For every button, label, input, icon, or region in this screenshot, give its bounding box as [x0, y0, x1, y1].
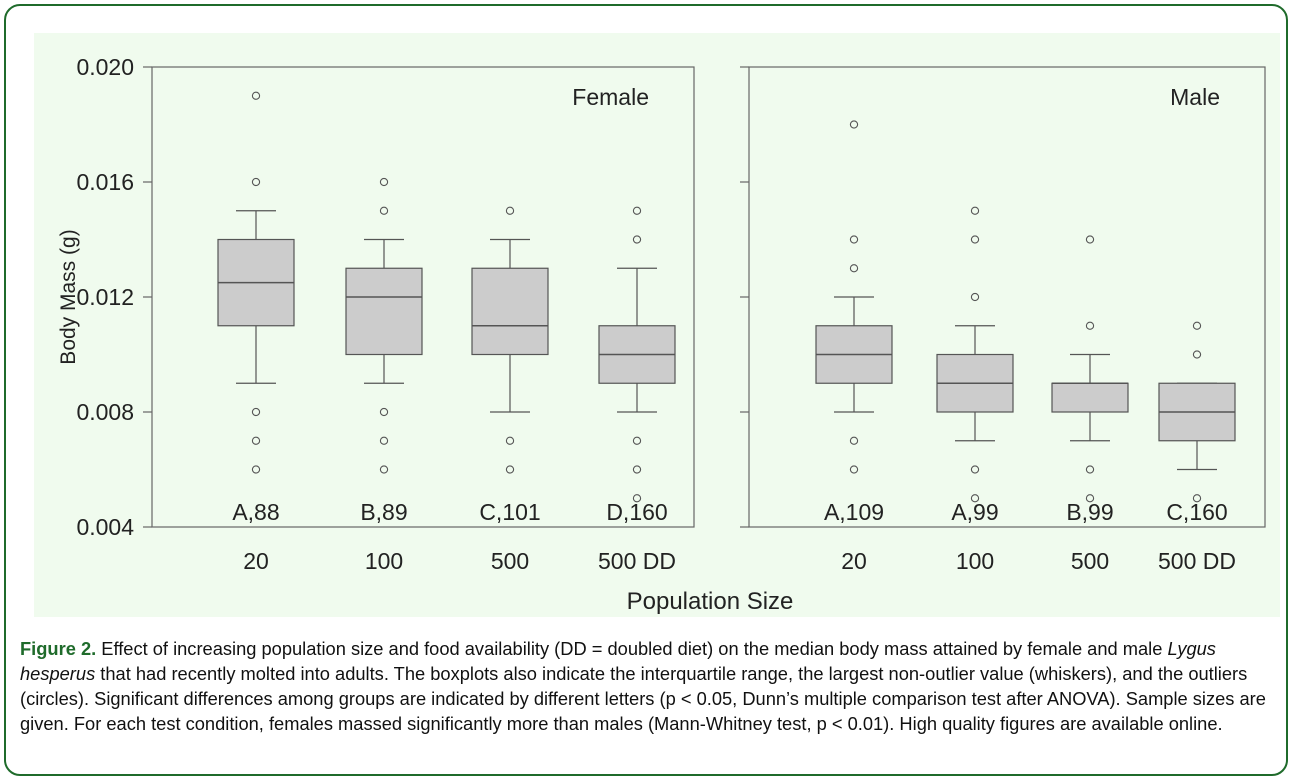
- box-iqr: [345, 267, 423, 356]
- caption-text-1: Effect of increasing population size and…: [96, 638, 1168, 659]
- outlier-point: [632, 436, 642, 445]
- caption-label: Figure 2.: [20, 638, 97, 659]
- outlier-point: [632, 206, 642, 215]
- outlier-point: [970, 465, 980, 474]
- outlier-point: [379, 407, 389, 417]
- group-label: A,88: [232, 499, 279, 525]
- outlier-point: [1192, 494, 1202, 503]
- group-label: C,160: [1166, 499, 1227, 525]
- outlier-point: [849, 465, 859, 474]
- group-label: A,99: [951, 499, 998, 525]
- panel-title: Female: [572, 84, 649, 110]
- x-tick-label: 500: [491, 548, 529, 574]
- outlier-point: [970, 494, 980, 503]
- outlier-point: [251, 436, 261, 445]
- outlier-point: [251, 177, 261, 187]
- outlier-point: [1085, 321, 1095, 330]
- outlier-point: [970, 206, 980, 215]
- box-iqr: [471, 267, 549, 356]
- y-tick-label: 0.004: [76, 514, 134, 540]
- outlier-point: [505, 206, 515, 215]
- outlier-point: [251, 407, 261, 417]
- outlier-point: [379, 206, 389, 215]
- outlier-point: [632, 465, 642, 474]
- y-axis-label: Body Mass (g): [57, 229, 80, 364]
- outlier-point: [1085, 494, 1095, 503]
- caption-text-2: that had recently molted into adults. Th…: [20, 663, 1266, 734]
- x-tick-label: 20: [841, 548, 867, 574]
- group-label: A,109: [824, 499, 884, 525]
- x-tick-label: 500: [1071, 548, 1109, 574]
- outlier-point: [849, 235, 859, 244]
- outlier-point: [379, 177, 389, 187]
- x-axis-label: Population Size: [627, 588, 794, 615]
- outlier-point: [849, 436, 859, 445]
- outlier-point: [970, 235, 980, 244]
- group-label: B,89: [360, 499, 407, 525]
- plot-frame-male: [748, 66, 1266, 528]
- caption-species: Lygus hesperus: [20, 638, 1216, 684]
- outlier-point: [505, 436, 515, 445]
- panel-title: Male: [1170, 84, 1220, 110]
- boxplot-chart: 0.004 0.008 0.012 0.016 0.020 Female A,88 20 B,8…: [57, 54, 1266, 615]
- x-tick-label: 20: [243, 548, 269, 574]
- group-label: C,101: [479, 499, 540, 525]
- outlier-point: [632, 494, 642, 503]
- figure-caption: Figure 2. Effect of increasing populatio…: [20, 636, 1282, 736]
- x-tick-label: 100: [365, 548, 403, 574]
- group-label: B,99: [1066, 499, 1113, 525]
- y-tick-label: 0.016: [76, 169, 134, 195]
- x-tick-label: 100: [956, 548, 994, 574]
- outlier-point: [970, 292, 980, 302]
- y-tick-label: 0.012: [76, 284, 134, 310]
- outlier-point: [1085, 235, 1095, 244]
- outlier-point: [251, 91, 261, 100]
- outlier-point: [1192, 321, 1202, 330]
- y-tick-label: 0.008: [76, 399, 134, 425]
- group-label: D,160: [606, 499, 667, 525]
- outlier-point: [849, 264, 859, 273]
- outlier-point: [251, 465, 261, 474]
- outlier-point: [1192, 350, 1202, 359]
- outlier-point: [849, 120, 859, 129]
- outlier-point: [505, 465, 515, 474]
- x-tick-label: 500 DD: [1158, 548, 1236, 574]
- box-iqr: [1051, 382, 1129, 413]
- outlier-point: [379, 436, 389, 445]
- y-tick-label: 0.020: [76, 54, 134, 80]
- x-tick-label: 500 DD: [598, 548, 676, 574]
- outlier-point: [1085, 465, 1095, 474]
- outlier-point: [379, 465, 389, 474]
- outlier-point: [632, 235, 642, 244]
